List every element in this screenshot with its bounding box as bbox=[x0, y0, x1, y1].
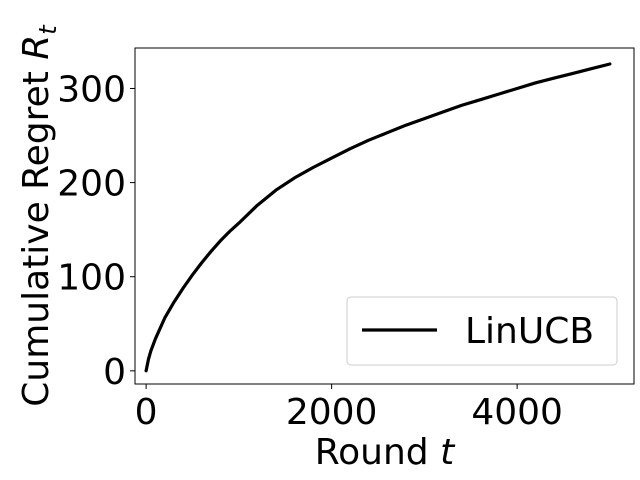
plot-area bbox=[134, 47, 635, 385]
y-tick-label: 200 bbox=[57, 164, 126, 205]
y-axis-ticks: 0 100 200 300 bbox=[57, 69, 135, 393]
series-line-linucb bbox=[144, 62, 612, 373]
legend-box bbox=[346, 296, 618, 366]
y-tick-label: 0 bbox=[103, 352, 126, 393]
x-tick-label: 0 bbox=[135, 392, 158, 433]
axes-frame bbox=[134, 47, 635, 385]
legend: LinUCB bbox=[346, 296, 618, 366]
x-tick-label: 4000 bbox=[471, 392, 563, 433]
y-tick-label: 100 bbox=[57, 258, 126, 299]
x-axis-ticks: 0 2000 4000 bbox=[135, 384, 563, 433]
y-axis-label: Cumulative Regret Rt bbox=[16, 24, 62, 407]
y-tick-label: 300 bbox=[57, 69, 126, 110]
x-axis-label: Round t bbox=[315, 432, 456, 473]
x-tick-label: 2000 bbox=[286, 392, 378, 433]
legend-label-linucb: LinUCB bbox=[465, 311, 594, 352]
